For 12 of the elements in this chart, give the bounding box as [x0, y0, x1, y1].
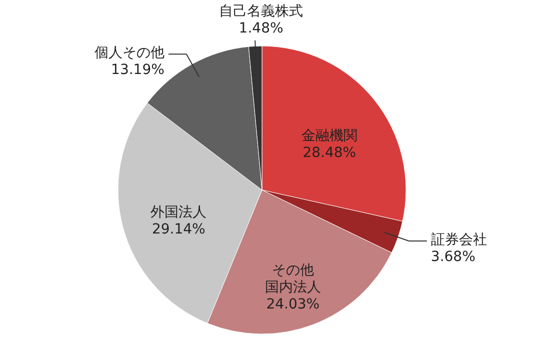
- data-label: 1.48%: [238, 20, 284, 36]
- slice-label: その他国内法人: [264, 262, 321, 296]
- data-label: 24.03%: [266, 296, 320, 313]
- data-label: 13.19%: [111, 62, 164, 78]
- slice-label: 個人その他: [94, 45, 164, 62]
- data-label: 28.48%: [302, 144, 356, 161]
- slice-label: 証券会社: [430, 232, 487, 248]
- slice-label: 金融機関: [301, 128, 358, 144]
- data-label: 3.68%: [430, 249, 476, 266]
- slice-label: 自己名義株式: [219, 3, 304, 20]
- slice-label: 外国法人: [150, 204, 207, 221]
- data-label: 29.14%: [152, 222, 206, 238]
